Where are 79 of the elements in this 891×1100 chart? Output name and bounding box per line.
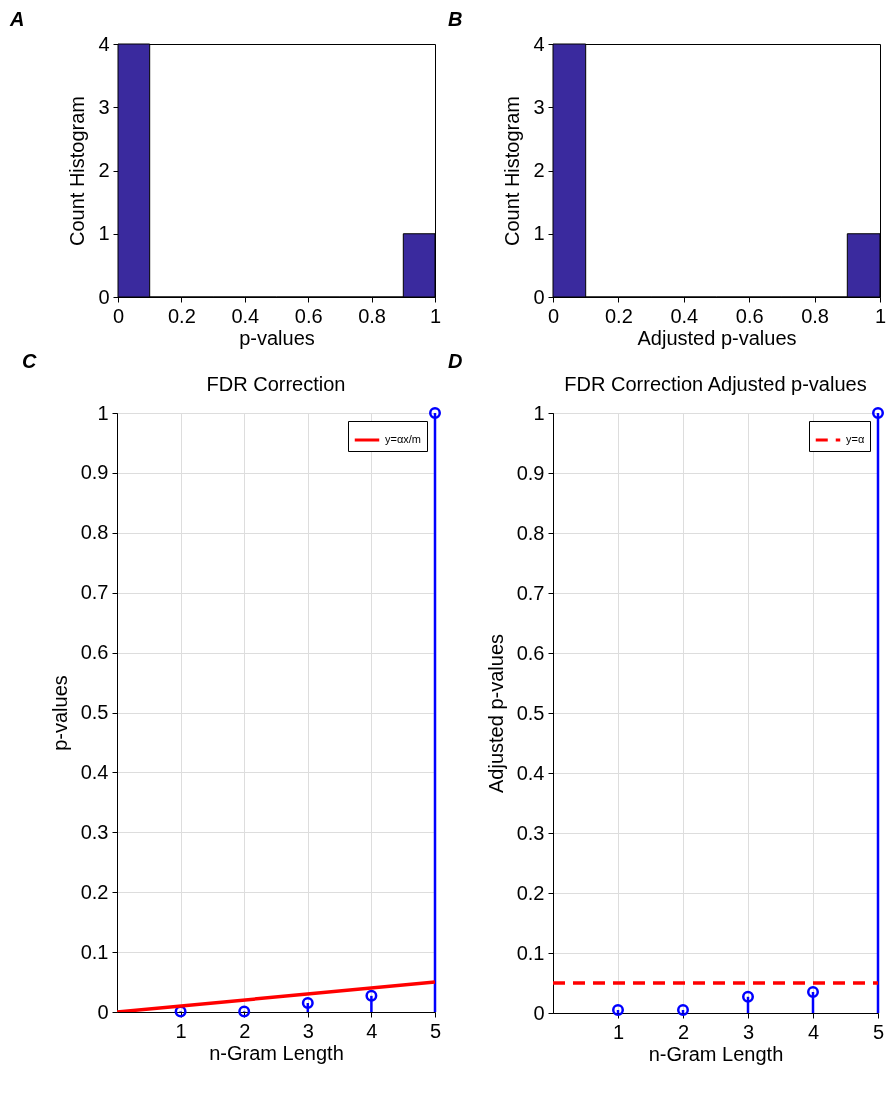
y-tick-label: 2 bbox=[98, 159, 110, 181]
y-tick-label: 0.8 bbox=[516, 521, 545, 544]
point bbox=[742, 990, 754, 1003]
y-tick-label: 0.2 bbox=[516, 881, 545, 904]
x-tick-label: 3 bbox=[302, 1019, 314, 1042]
point bbox=[429, 407, 441, 419]
x-tick-label: 1 bbox=[612, 1020, 625, 1043]
x-tick-label: 0.2 bbox=[604, 304, 633, 327]
x-tick-label: 0.2 bbox=[167, 304, 196, 327]
y-tick-label: 3 bbox=[98, 95, 110, 118]
legend-label: y=αx/m bbox=[385, 433, 422, 445]
point bbox=[238, 1005, 251, 1018]
x-tick-label: 1 bbox=[874, 304, 887, 327]
y-tick-label: 0.4 bbox=[516, 761, 545, 784]
y-tick-label: 0 bbox=[533, 285, 545, 308]
point bbox=[807, 986, 819, 998]
y-tick-label: 0 bbox=[533, 1001, 545, 1024]
point bbox=[612, 1004, 624, 1016]
x-tick-label: 0 bbox=[112, 304, 125, 327]
x-tick-label: 1 bbox=[429, 304, 442, 327]
x-tick-label: 5 bbox=[429, 1019, 442, 1042]
y-tick-label: 0.2 bbox=[80, 880, 109, 903]
y-tick-label: 0.4 bbox=[80, 760, 109, 783]
y-tick-label: 0.5 bbox=[516, 701, 545, 724]
y-tick-label: 0 bbox=[98, 285, 110, 308]
x-tick-label: 0.8 bbox=[358, 304, 387, 327]
x-tick-label: 0.4 bbox=[670, 304, 699, 327]
text: D bbox=[448, 350, 463, 373]
point bbox=[365, 989, 378, 1002]
y-tick-label: 1 bbox=[533, 222, 545, 245]
y-tick-label: 0.7 bbox=[80, 581, 109, 604]
x-axis-title: n-Gram Length bbox=[648, 1042, 784, 1065]
x-tick-label: 1 bbox=[175, 1019, 187, 1042]
x-tick-label: 0.4 bbox=[231, 304, 260, 327]
y-tick-label: 4 bbox=[98, 32, 110, 55]
y-tick-label: 0.7 bbox=[516, 581, 545, 604]
x-tick-label: 0 bbox=[547, 304, 560, 327]
y-axis-title: Count Histogram bbox=[501, 95, 524, 247]
x-tick-label: 4 bbox=[807, 1020, 820, 1043]
text: B bbox=[448, 8, 463, 31]
point bbox=[301, 997, 314, 1009]
x-axis-title: n-Gram Length bbox=[209, 1041, 344, 1064]
y-tick-label: 0.3 bbox=[80, 820, 109, 843]
y-tick-label: 0.3 bbox=[516, 821, 545, 844]
y-tick-label: 0.1 bbox=[80, 940, 109, 963]
text: A bbox=[10, 8, 25, 31]
y-tick-label: 1 bbox=[533, 401, 545, 424]
y-tick-label: 1 bbox=[98, 222, 110, 245]
y-axis-title: p-values bbox=[48, 675, 71, 751]
legend-label: y=α bbox=[846, 433, 865, 445]
y-tick-label: 0.5 bbox=[80, 701, 109, 723]
y-tick-label: 0.1 bbox=[516, 941, 545, 964]
x-tick-label: 0.6 bbox=[294, 304, 323, 327]
y-tick-label: 0.8 bbox=[80, 521, 109, 544]
text: C bbox=[22, 350, 37, 373]
x-tick-label: 4 bbox=[366, 1019, 378, 1042]
x-tick-label: 3 bbox=[742, 1020, 755, 1043]
y-axis-title: Count Histogram bbox=[66, 95, 89, 247]
y-tick-label: 0.6 bbox=[80, 641, 109, 664]
x-tick-label: 2 bbox=[239, 1019, 251, 1042]
chart-title: FDR Correction Adjusted p-values bbox=[564, 373, 867, 395]
y-tick-label: 0.6 bbox=[516, 641, 545, 664]
y-tick-label: 4 bbox=[533, 32, 545, 55]
y-tick-label: 2 bbox=[533, 159, 545, 181]
point bbox=[677, 1004, 689, 1016]
x-tick-label: 5 bbox=[872, 1020, 885, 1043]
y-tick-label: 0.9 bbox=[80, 461, 109, 484]
y-tick-label: 3 bbox=[533, 95, 545, 118]
x-axis-title: p-values bbox=[239, 326, 315, 349]
x-axis-title: Adjusted p-values bbox=[637, 326, 797, 349]
y-tick-label: 0.9 bbox=[516, 461, 545, 484]
y-tick-label: 0 bbox=[97, 1000, 109, 1023]
y-axis-title: Adjusted p-values bbox=[484, 634, 507, 793]
x-tick-label: 0.8 bbox=[801, 304, 830, 327]
y-tick-label: 1 bbox=[97, 401, 109, 424]
x-tick-label: 2 bbox=[677, 1020, 690, 1043]
x-tick-label: 0.6 bbox=[735, 304, 764, 327]
point bbox=[872, 407, 884, 419]
chart-title: FDR Correction bbox=[206, 373, 346, 395]
